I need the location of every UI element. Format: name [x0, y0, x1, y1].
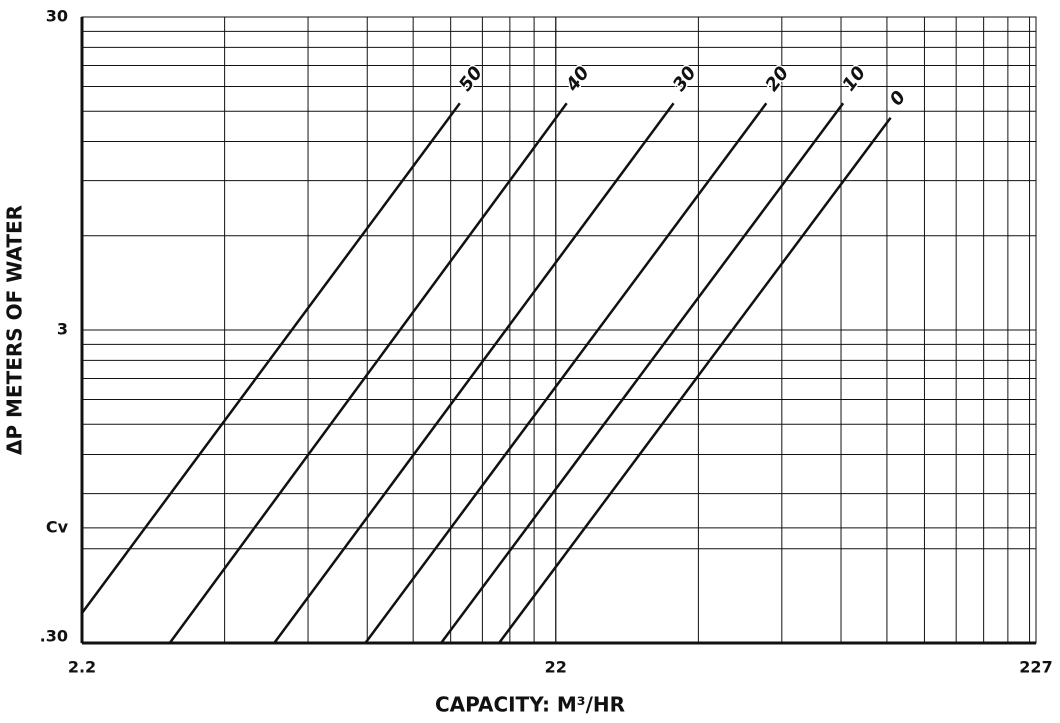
curve [364, 102, 768, 644]
curve-label: 40 [561, 63, 593, 96]
curve [273, 102, 675, 644]
y-tick-label: .30 [40, 627, 68, 646]
curve [498, 116, 892, 644]
x-tick-label: 22 [545, 658, 567, 677]
curve-label: 10 [838, 63, 870, 96]
y-tick-label: 3 [57, 320, 68, 339]
y-tick-label: 30 [46, 7, 68, 26]
curve-label: 30 [669, 63, 701, 96]
curve [80, 102, 461, 614]
curve [440, 102, 845, 644]
x-axis-label: CAPACITY: M³/HR [435, 693, 625, 717]
x-tick-label: 227 [1019, 658, 1052, 677]
curve-label: 0 [886, 87, 910, 110]
plot-frame [81, 16, 1037, 644]
y-axis-label: ΔP METERS OF WATER [3, 205, 27, 455]
x-tick-label: 2.2 [68, 658, 96, 677]
y-tick-label: Cv [46, 517, 69, 536]
curve [168, 102, 568, 644]
curve-label: 20 [762, 63, 794, 96]
